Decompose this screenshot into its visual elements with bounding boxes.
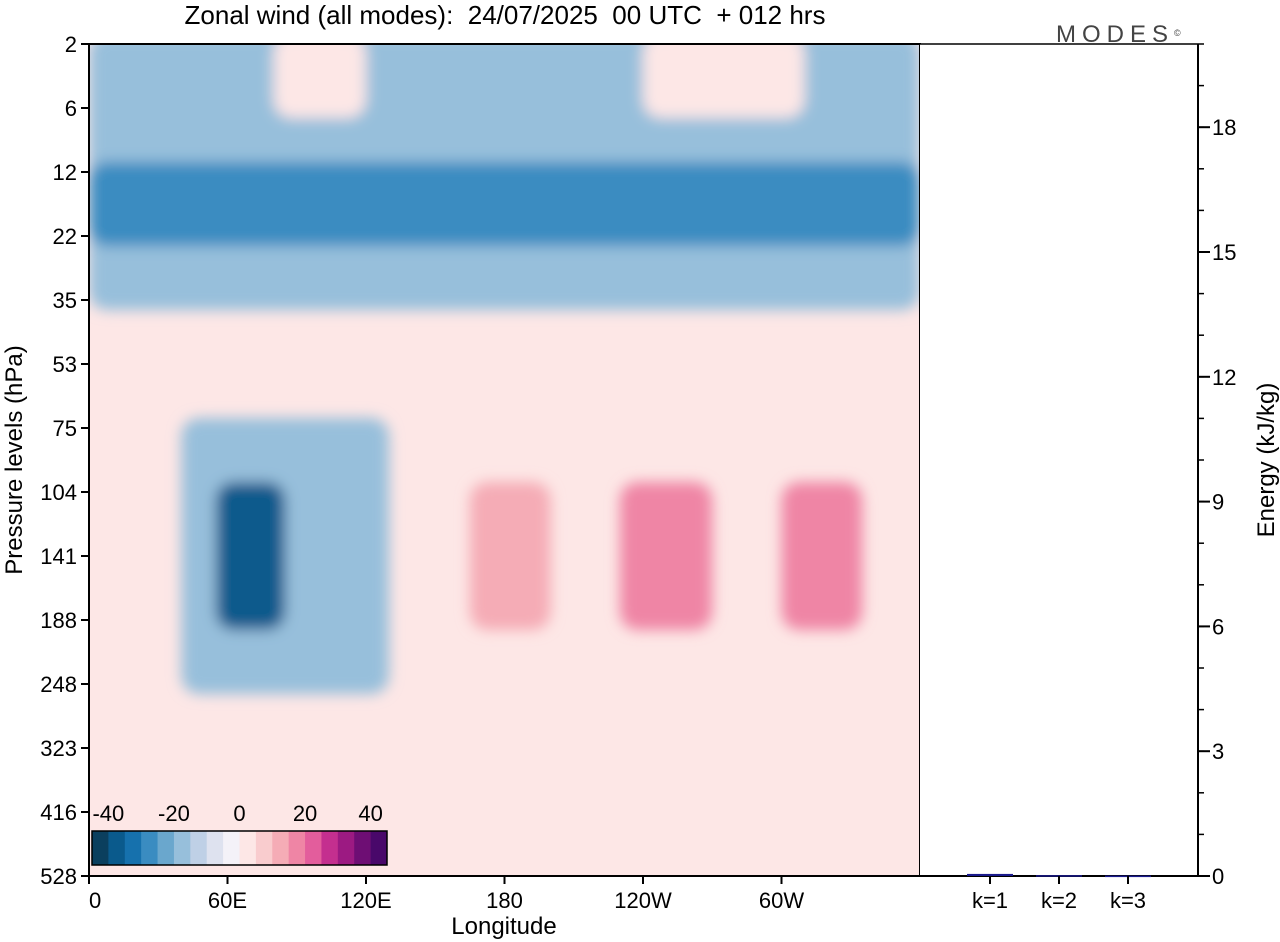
colorbar-swatch <box>92 831 109 865</box>
energy-axis-label: Energy (kJ/kg) <box>1253 383 1280 538</box>
x-axis-label: Longitude <box>451 913 556 940</box>
pressure-tick-label: 12 <box>53 160 77 185</box>
colorbar-tick-label: -40 <box>92 801 124 826</box>
colorbar-swatch <box>337 831 355 865</box>
colorbar-frame <box>91 830 388 866</box>
colorbar-swatch <box>255 831 273 865</box>
energy-bar <box>967 873 1013 876</box>
energy-panel: 0 3 6 9 12 15 18 k=1 k=2 k=3 <box>920 43 1236 913</box>
longitude-tick-label: 0 <box>89 888 101 913</box>
colorbar-swatch <box>288 831 306 865</box>
colorbar-tick-label: -20 <box>158 801 190 826</box>
heatmap-region <box>619 482 713 630</box>
colorbar-swatch <box>305 831 322 865</box>
pressure-tick-label: 35 <box>53 288 77 313</box>
pressure-tick-label: 2 <box>65 32 77 57</box>
pressure-tick-label: 248 <box>40 672 77 697</box>
pressure-tick-label: 6 <box>65 96 77 121</box>
energy-panel-background <box>920 44 1198 876</box>
heatmap-region <box>273 44 366 118</box>
longitude-tick-label: 120E <box>340 888 391 913</box>
colorbar-tick-label: 0 <box>233 801 245 826</box>
colorbar-swatch <box>354 831 372 865</box>
pressure-tick-label: 22 <box>53 224 77 249</box>
longitude-tick-label: 60E <box>208 888 247 913</box>
y-axis-label: Pressure levels (hPa) <box>1 345 28 574</box>
chart-title: Zonal wind (all modes): 24/07/2025 00 UT… <box>184 0 826 30</box>
energy-tick-label: 12 <box>1212 365 1236 390</box>
colorbar-swatch <box>157 831 175 865</box>
wind-heatmap <box>89 44 920 876</box>
pressure-tick-label: 528 <box>40 864 77 889</box>
colorbar-swatch <box>190 831 208 865</box>
pressure-tick-label: 53 <box>53 352 77 377</box>
colorbar: -40 -20 0 20 40 <box>91 801 388 866</box>
colorbar-swatch <box>108 831 126 865</box>
colorbar-swatch <box>173 831 191 865</box>
pressure-tick-label: 141 <box>40 544 77 569</box>
heatmap-region <box>215 482 286 630</box>
energy-tick-label: 18 <box>1212 115 1236 140</box>
heatmap-region <box>89 162 920 246</box>
colorbar-tick-label: 20 <box>293 801 317 826</box>
energy-tick-label: 9 <box>1212 490 1224 515</box>
wavenumber-label: k=1 <box>972 888 1008 913</box>
colorbar-swatch <box>321 831 339 865</box>
heatmap-region <box>643 44 805 118</box>
energy-tick-label: 6 <box>1212 614 1224 639</box>
energy-tick-label: 15 <box>1212 240 1236 265</box>
colorbar-swatch <box>239 831 257 865</box>
colorbar-swatch <box>272 831 290 865</box>
wavenumber-label: k=3 <box>1110 888 1146 913</box>
heatmap-region <box>781 482 863 630</box>
colorbar-swatch <box>124 831 142 865</box>
colorbar-swatch <box>223 831 240 865</box>
pressure-tick-label: 416 <box>40 800 77 825</box>
longitude-tick-label: 180 <box>486 888 523 913</box>
longitude-tick-label: 60W <box>759 888 804 913</box>
wavenumber-label: k=2 <box>1041 888 1077 913</box>
pressure-tick-label: 188 <box>40 608 77 633</box>
pressure-axis: 2 6 12 22 35 53 75 104 141 188 248 323 416 528 <box>40 32 89 889</box>
colorbar-swatch <box>206 831 224 865</box>
colorbar-swatch <box>141 831 159 865</box>
pressure-tick-label: 104 <box>40 480 77 505</box>
energy-bar <box>1036 875 1082 877</box>
colorbar-tick-label: 40 <box>358 801 382 826</box>
energy-tick-label: 3 <box>1212 739 1224 764</box>
copyright-mark: © <box>1174 28 1181 38</box>
colorbar-swatch <box>370 831 388 865</box>
pressure-tick-label: 323 <box>40 736 77 761</box>
pressure-tick-label: 75 <box>53 416 77 441</box>
energy-tick-label: 0 <box>1212 864 1224 889</box>
longitude-axis: 0 60E 120E 180 120W 60W <box>88 876 804 913</box>
heatmap-region <box>469 482 551 630</box>
longitude-tick-label: 120W <box>614 888 672 913</box>
